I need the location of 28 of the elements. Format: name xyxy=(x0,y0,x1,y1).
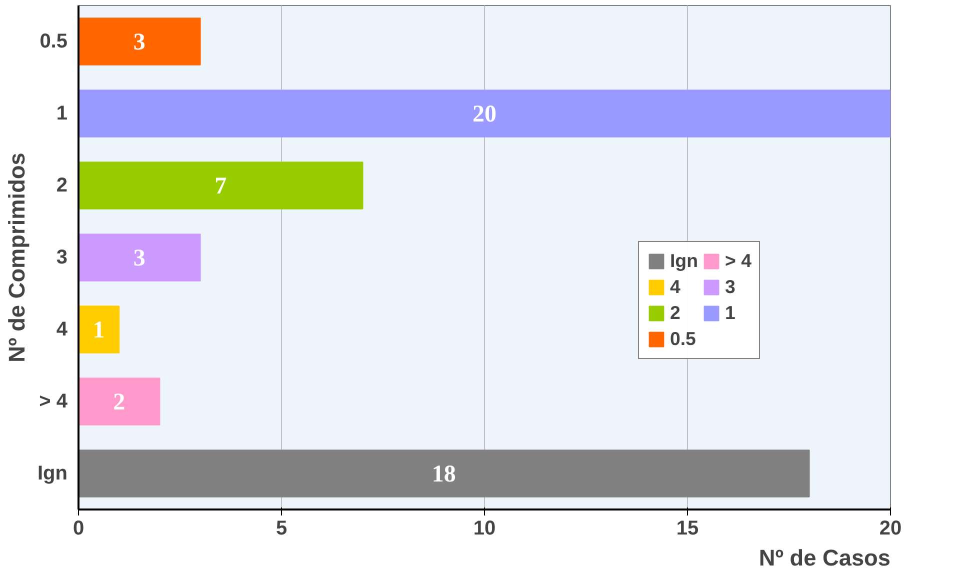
data-label: 3 xyxy=(133,30,146,56)
x-axis-title: Nº de Casos xyxy=(758,544,891,570)
legend-label: 3 xyxy=(724,276,736,298)
legend-label: > 4 xyxy=(724,250,752,272)
y-tick-label: 4 xyxy=(56,318,68,340)
data-label: 1 xyxy=(92,318,105,344)
y-tick-label: 2 xyxy=(56,174,68,196)
y-tick-label: Ign xyxy=(38,462,68,484)
data-label: 7 xyxy=(214,174,227,200)
data-label: 20 xyxy=(472,102,496,128)
x-tick-label: 20 xyxy=(879,518,902,540)
data-label: 3 xyxy=(133,246,146,272)
y-axis-title: Nº de Comprimidos xyxy=(4,152,30,362)
data-label: 18 xyxy=(432,462,456,488)
x-tick-label: 15 xyxy=(676,518,699,540)
data-label: 2 xyxy=(113,390,126,416)
legend-label: 1 xyxy=(724,302,736,324)
legend-label: 4 xyxy=(670,276,682,298)
legend-label: 0.5 xyxy=(670,328,696,350)
x-tick-label: 10 xyxy=(473,518,496,540)
x-tick-label: 0 xyxy=(72,518,84,540)
legend-label: 2 xyxy=(670,302,682,324)
x-tick-label: 5 xyxy=(276,518,288,540)
y-tick-label: 1 xyxy=(56,102,68,124)
y-tick-label: > 4 xyxy=(39,390,68,412)
y-tick-label: 0.5 xyxy=(40,30,68,52)
legend-label: Ign xyxy=(670,250,698,272)
y-tick-label: 3 xyxy=(56,246,68,268)
